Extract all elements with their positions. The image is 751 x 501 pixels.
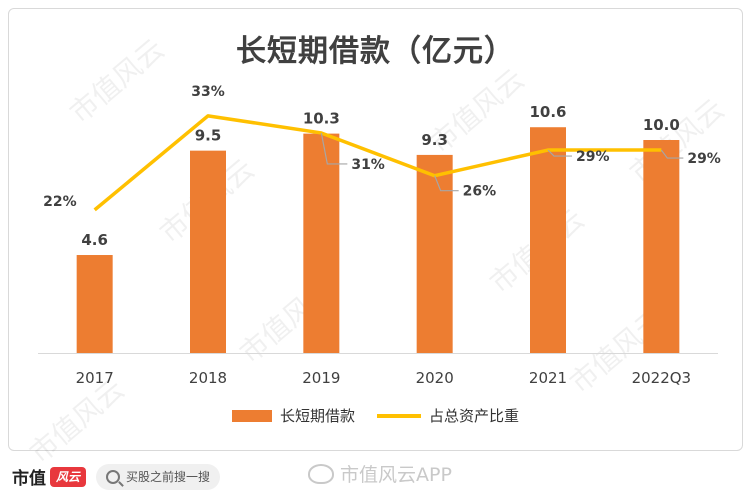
bar-value-label: 10.6 [529,103,566,121]
x-tick-label: 2019 [302,369,340,387]
legend-label-bar: 长短期借款 [279,407,355,425]
chart-legend: 长短期借款 占总资产比重 [0,405,751,426]
weibo-text: 市值风云APP [340,464,452,486]
bar [416,154,453,353]
x-tick-label: 2017 [76,369,114,387]
legend-swatch-line [377,413,421,418]
line-label-leader [320,132,348,165]
bar-value-label: 10.0 [643,116,680,134]
legend-label-line: 占总资产比重 [429,407,520,425]
x-tick-label: 2022Q3 [632,369,692,387]
bar [643,140,680,353]
bar [190,150,226,353]
brand-logo-icon: 风云 [50,466,86,487]
brand-name: 市值 [12,469,46,489]
line-label-leader [660,149,684,159]
bar-value-label: 9.5 [195,127,222,145]
chart-frame [8,8,743,451]
x-tick-label: 2018 [189,369,227,387]
legend-item-line[interactable]: 占总资产比重 [377,405,519,426]
bar-value-label: 4.6 [81,231,108,249]
search-placeholder: 买股之前搜一搜 [126,470,211,484]
bar [303,133,340,353]
bar-value-label: 9.3 [421,131,448,149]
brand[interactable]: 市值 风云 [12,464,86,489]
line-value-label: 26% [463,184,497,200]
line-value-label: 29% [576,149,610,165]
legend-swatch-bar [231,409,272,422]
weibo-watermark: 市值风云APP [308,460,452,487]
weibo-icon [308,463,334,484]
x-tick-label: 2021 [529,369,567,387]
line-label-leader [434,175,459,192]
footer-bar: 市值 风云 买股之前搜一搜 [0,452,751,501]
x-tick-label: 2020 [416,369,454,387]
bar [76,255,113,353]
search-box[interactable]: 买股之前搜一搜 [96,463,220,490]
line-value-label: 29% [687,151,721,167]
line-value-label: 33% [191,84,225,100]
legend-item-bar[interactable]: 长短期借款 [231,405,355,426]
chart-title: 长短期借款（亿元） [236,34,515,69]
line-label-leader [547,149,572,157]
line-value-label: 22% [43,194,77,210]
search-icon [106,469,120,484]
line-value-label: 31% [351,157,385,173]
bar-value-label: 10.3 [303,110,340,128]
bar [530,127,566,353]
line-series [93,114,662,212]
